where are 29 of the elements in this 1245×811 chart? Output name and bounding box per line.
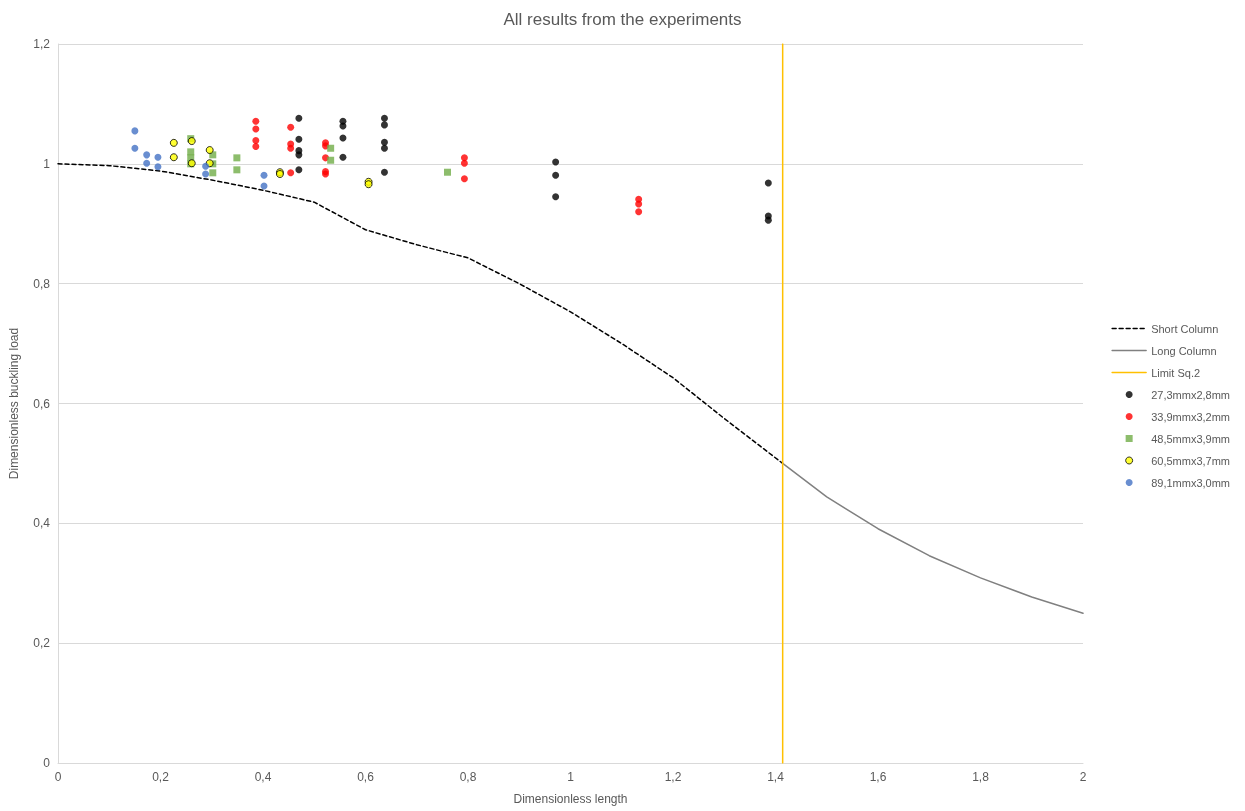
chart-title: All results from the experiments	[503, 10, 742, 29]
legend-label: 89,1mmx3,0mm	[1151, 476, 1231, 489]
legend-label: 27,3mmx2,8mm	[1151, 388, 1231, 401]
legend-label: 48,5mmx3,9mm	[1151, 432, 1231, 445]
x-tick-label: 0	[54, 770, 62, 784]
y-axis-title: Dimensionless buckling load	[7, 327, 21, 480]
x-tick-label: 1,2	[664, 770, 682, 784]
x-tick-label: 1,8	[972, 770, 990, 784]
legend-label: Limit Sq.2	[1151, 366, 1201, 379]
y-tick-label: 1	[43, 156, 51, 171]
y-tick-label: 1,2	[33, 37, 51, 51]
x-tick-label: 1,4	[767, 770, 785, 784]
legend-label: Short Column	[1151, 322, 1219, 335]
legend-label: 33,9mmx3,2mm	[1151, 410, 1231, 423]
y-tick-label: 0,8	[33, 276, 51, 291]
x-tick-label: 0,2	[152, 770, 170, 784]
x-tick-label: 0,4	[254, 770, 272, 784]
x-tick-label: 0,6	[357, 770, 375, 784]
y-tick-label: 0,2	[33, 636, 51, 651]
legend-label: Long Column	[1151, 344, 1217, 357]
x-tick-label: 1	[567, 770, 575, 784]
x-axis-title: Dimensionless length	[513, 792, 628, 806]
y-tick-label: 0	[43, 756, 51, 770]
x-tick-label: 2	[1079, 770, 1087, 784]
y-tick-label: 0,6	[33, 396, 51, 411]
y-tick-label: 0,4	[33, 516, 51, 531]
x-tick-label: 0,8	[459, 770, 477, 784]
x-tick-label: 1,6	[869, 770, 887, 784]
legend-label: 60,5mmx3,7mm	[1151, 454, 1231, 467]
